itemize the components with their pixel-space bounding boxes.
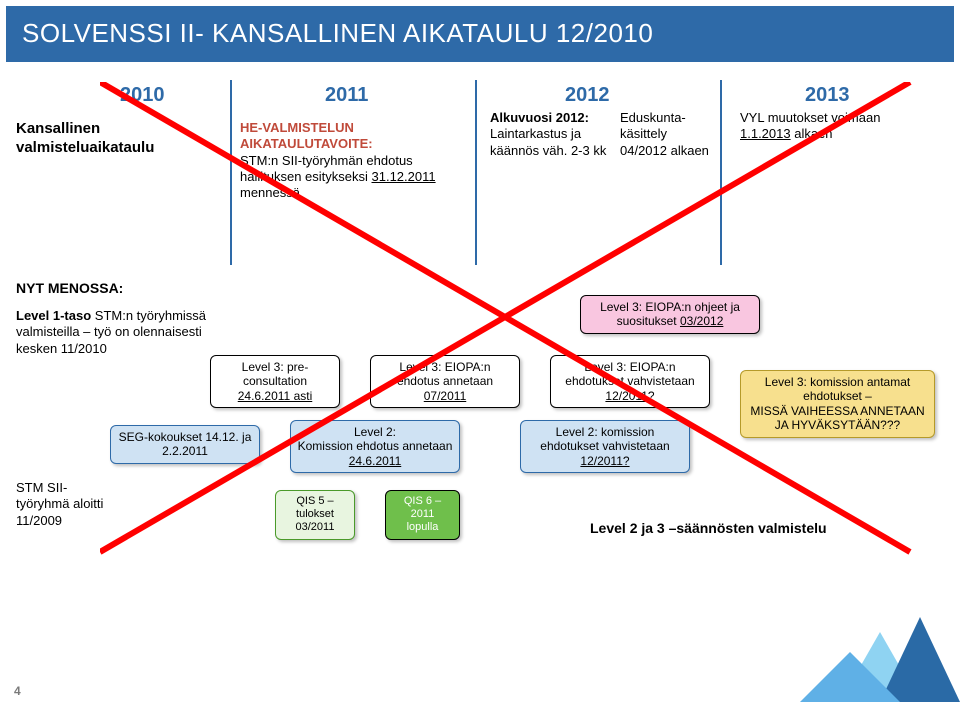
alkuvuosi-block: Alkuvuosi 2012: Laintarkastus ja käännös…	[490, 110, 610, 159]
page-title: SOLVENSSI II- KANSALLINEN AIKATAULU 12/2…	[6, 6, 954, 62]
divider-col-1	[230, 80, 232, 265]
box-l3-komissio-hyvaksytaan: Level 3: komission antamat ehdotukset –M…	[740, 370, 935, 438]
box-l3-vahvistetaan: Level 3: EIOPA:n ehdotukset vahvistetaan…	[550, 355, 710, 408]
nyt-menossa: NYT MENOSSA:	[16, 280, 216, 298]
he-block: HE-VALMISTELUN AIKATAULUTAVOITE: STM:n S…	[240, 120, 465, 201]
diagram-canvas: 2010 2011 2012 2013 Kansallinen valmiste…	[0, 80, 960, 702]
l2-l3-saannosten: Level 2 ja 3 –säännösten valmistelu	[590, 520, 850, 538]
box-qis6: QIS 6 –2011lopulla	[385, 490, 460, 540]
box-l3-ohjeet: Level 3: EIOPA:n ohjeet ja suositukset 0…	[580, 295, 760, 334]
year-2012: 2012	[565, 84, 610, 107]
vyl-block: VYL muutokset voimaan 1.1.2013 alkaen	[740, 110, 910, 143]
eduskunta-block: Eduskunta-käsittely 04/2012 alkaen	[620, 110, 715, 159]
year-2011: 2011	[325, 84, 368, 107]
level1-text: Level 1-taso STM:n työryhmissä valmistei…	[16, 308, 226, 357]
box-l2-komission-ehdotus: Level 2:Komission ehdotus annetaan 24.6.…	[290, 420, 460, 473]
box-seg: SEG-kokoukset 14.12. ja 2.2.2011	[110, 425, 260, 464]
divider-col-3	[720, 80, 722, 265]
triangle-decor	[800, 612, 960, 702]
year-2013: 2013	[805, 84, 850, 107]
divider-col-2	[475, 80, 477, 265]
kansallinen-valmistelu: Kansallinen valmisteluaikataulu	[16, 120, 211, 158]
stm-sii-text: STM SII-työryhmä aloitti 11/2009	[16, 480, 111, 529]
box-qis5: QIS 5 –tulokset03/2011	[275, 490, 355, 540]
box-preconsultation: Level 3: pre-consultation24.6.2011 asti	[210, 355, 340, 408]
box-l3-ehdotus: Level 3: EIOPA:n ehdotus annetaan 07/201…	[370, 355, 520, 408]
title-text: SOLVENSSI II- KANSALLINEN AIKATAULU 12/2…	[22, 18, 653, 48]
box-l2-vahvistetaan: Level 2: komission ehdotukset vahvisteta…	[520, 420, 690, 473]
year-2010: 2010	[120, 84, 165, 107]
page-number: 4	[14, 684, 21, 698]
